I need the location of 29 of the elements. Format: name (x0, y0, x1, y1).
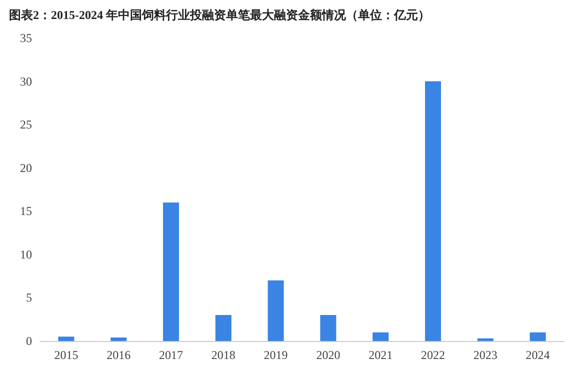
x-tick-label: 2020 (316, 348, 340, 362)
bar (320, 315, 336, 341)
x-tick-label: 2018 (211, 348, 236, 362)
y-tick-label: 15 (20, 204, 32, 218)
x-tick-label: 2023 (473, 348, 498, 362)
x-tick-label: 2022 (421, 348, 445, 362)
x-tick-label: 2017 (159, 348, 183, 362)
y-tick-label: 0 (26, 334, 32, 348)
y-tick-label: 5 (26, 290, 32, 305)
chart-title: 图表2：2015-2024 年中国饲料行业投融资单笔最大融资金额情况（单位：亿元） (9, 8, 430, 22)
x-tick-label: 2016 (106, 348, 131, 362)
bar (268, 280, 284, 341)
y-tick-label: 20 (20, 160, 32, 175)
bar (530, 332, 546, 341)
bar (58, 336, 74, 341)
x-tick-label: 2019 (264, 348, 288, 362)
bar (372, 332, 389, 341)
bar (477, 338, 494, 341)
bar (110, 338, 127, 341)
y-tick-label: 30 (20, 74, 32, 88)
bar (163, 202, 179, 341)
bar (215, 315, 232, 341)
y-tick-label: 25 (20, 118, 32, 132)
bar (425, 81, 441, 341)
y-tick-label: 35 (20, 31, 32, 45)
x-tick-label: 2024 (526, 348, 550, 362)
x-tick-label: 2015 (54, 348, 78, 362)
y-tick-label: 10 (20, 247, 32, 262)
x-tick-label: 2021 (368, 348, 393, 362)
